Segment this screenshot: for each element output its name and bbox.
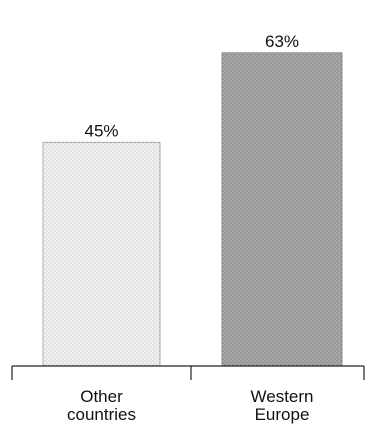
bars-group <box>42 52 343 367</box>
value-label-0: 45% <box>84 121 118 140</box>
value-label-1: 63% <box>265 32 299 51</box>
bar-0 <box>42 141 161 367</box>
value-labels-group: 45% 63% <box>84 32 299 140</box>
category-label-0-line-1: countries <box>67 405 136 424</box>
x-axis-ticks-group <box>11 366 365 380</box>
category-label-1-line-0: Western <box>251 387 314 406</box>
bar-1 <box>221 52 343 367</box>
category-label-0-line-0: Other <box>80 387 123 406</box>
category-label-1-line-1: Europe <box>255 405 310 424</box>
